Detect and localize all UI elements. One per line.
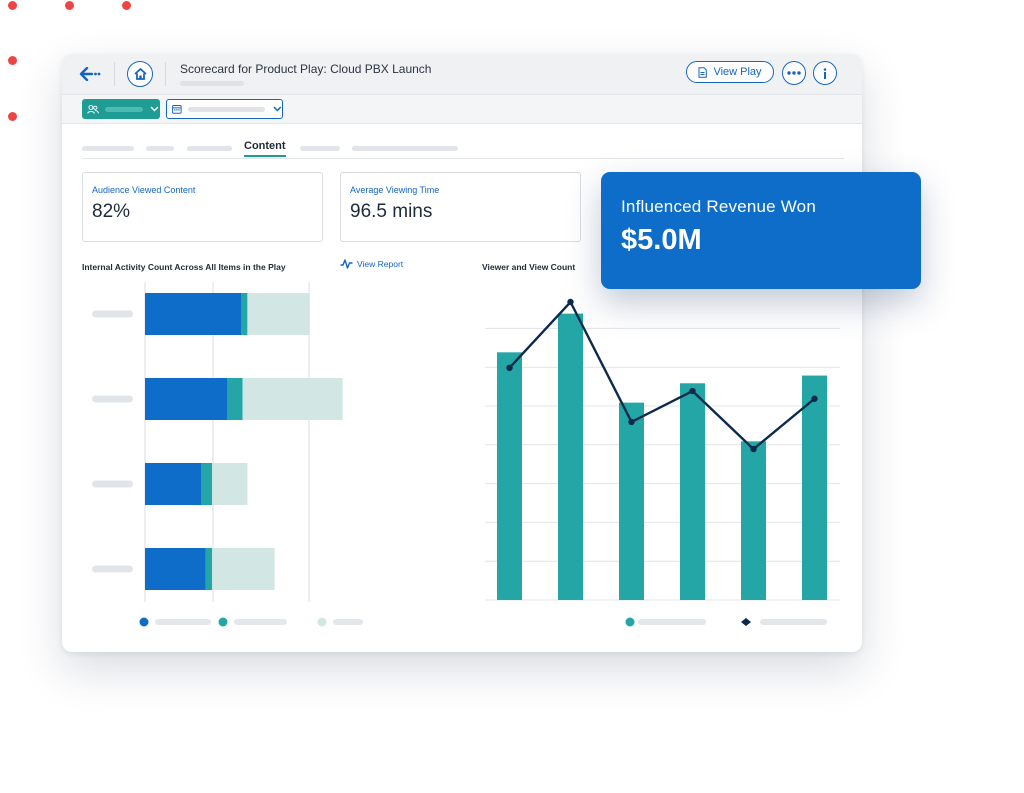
decorative-dot: [122, 1, 131, 10]
audience-value-placeholder: [105, 106, 143, 112]
home-icon: [133, 68, 147, 80]
legend-marker: [218, 617, 228, 627]
category-label-placeholder: [92, 565, 133, 573]
column-bar: [497, 352, 522, 600]
legend-label-placeholder: [234, 619, 287, 625]
metric-card-audience-viewed: Audience Viewed Content 82%: [82, 172, 323, 242]
divider: [114, 62, 115, 86]
legend-label-placeholder: [638, 619, 706, 625]
decorative-dot: [8, 112, 17, 121]
info-icon: [823, 67, 827, 79]
title-bar: Scorecard for Product Play: Cloud PBX La…: [62, 54, 862, 95]
bar-segment: [145, 293, 241, 335]
line-point: [750, 445, 757, 453]
bar-segment: [145, 548, 206, 590]
back-arrow-icon: [79, 67, 101, 81]
tab-placeholder[interactable]: [300, 146, 340, 151]
decorative-dot: [8, 1, 17, 10]
revenue-label: Influenced Revenue Won: [621, 197, 816, 216]
view-report-link[interactable]: View Report: [340, 259, 403, 269]
bar-segment: [145, 463, 201, 505]
category-label-placeholder: [92, 480, 133, 488]
more-dots-icon: [787, 71, 801, 75]
column-bar: [558, 313, 583, 600]
back-button[interactable]: [76, 62, 104, 86]
activity-chart-title: Internal Activity Count Across All Items…: [82, 262, 286, 272]
category-label-placeholder: [92, 310, 133, 318]
decorative-dot: [8, 56, 17, 65]
metric-value: 96.5 mins: [350, 201, 433, 222]
line-point: [689, 387, 696, 395]
legend-label-placeholder: [333, 619, 363, 625]
chevron-down-icon: [273, 106, 282, 112]
column-bar: [619, 402, 644, 600]
view-play-label: View Play: [713, 66, 762, 78]
audience-filter-dropdown[interactable]: [82, 99, 160, 119]
bar-segment: [242, 378, 343, 420]
bar-segment: [212, 463, 248, 505]
filter-bar: [62, 95, 862, 124]
legend-label-placeholder: [760, 619, 827, 625]
view-report-label: View Report: [357, 259, 404, 269]
divider: [165, 62, 166, 86]
users-icon: [87, 104, 99, 114]
decorative-dot: [65, 1, 74, 10]
pulse-icon: [340, 259, 353, 269]
metric-label: Average Viewing Time: [350, 185, 440, 195]
revenue-value: $5.0M: [621, 224, 702, 256]
tab-bar: Content: [82, 136, 844, 159]
calendar-icon: [172, 105, 182, 114]
column-bar: [802, 375, 827, 600]
column-bar: [680, 383, 705, 600]
bar-segment: [241, 293, 248, 335]
tab-placeholder[interactable]: [352, 146, 458, 151]
bar-segment: [145, 378, 228, 420]
legend-marker: [139, 617, 149, 627]
viewer-chart-title: Viewer and View Count: [482, 262, 576, 272]
line-point: [628, 418, 635, 426]
date-value-placeholder: [187, 106, 266, 112]
line-point: [811, 395, 818, 402]
bar-segment: [205, 548, 213, 590]
legend-marker: [317, 617, 327, 627]
activity-bar-chart: [92, 282, 363, 627]
page-title: Scorecard for Product Play: Cloud PBX La…: [180, 62, 432, 76]
legend-marker: [741, 618, 751, 626]
metric-card-average-viewing-time: Average Viewing Time 96.5 mins: [340, 172, 581, 242]
tab-placeholder[interactable]: [82, 146, 134, 151]
series-line: [508, 300, 816, 451]
line-point: [567, 298, 574, 306]
column-bar: [741, 441, 766, 600]
view-play-button[interactable]: View Play: [686, 61, 774, 83]
viewer-column-chart: [485, 298, 840, 627]
bar-segment: [227, 378, 243, 420]
bar-segment: [212, 548, 275, 590]
metric-value: 82%: [92, 201, 131, 222]
category-label-placeholder: [92, 395, 133, 403]
chevron-down-icon: [150, 106, 159, 112]
line-point: [506, 364, 513, 371]
bar-segment: [247, 293, 310, 335]
tab-placeholder[interactable]: [146, 146, 174, 151]
home-button[interactable]: [127, 61, 153, 87]
info-button[interactable]: [813, 61, 837, 85]
document-icon: [698, 66, 708, 78]
date-range-dropdown[interactable]: [166, 99, 283, 119]
bar-segment: [201, 463, 213, 505]
metric-label: Audience Viewed Content: [92, 185, 196, 195]
more-options-button[interactable]: [782, 61, 806, 85]
tab-placeholder[interactable]: [187, 146, 232, 151]
legend-marker: [625, 617, 635, 627]
tab-content[interactable]: Content: [244, 140, 286, 157]
influenced-revenue-card: Influenced Revenue Won $5.0M: [601, 172, 921, 289]
subtitle-placeholder: [180, 81, 244, 86]
scorecard-window: Scorecard for Product Play: Cloud PBX La…: [62, 54, 862, 652]
legend-label-placeholder: [155, 619, 211, 625]
